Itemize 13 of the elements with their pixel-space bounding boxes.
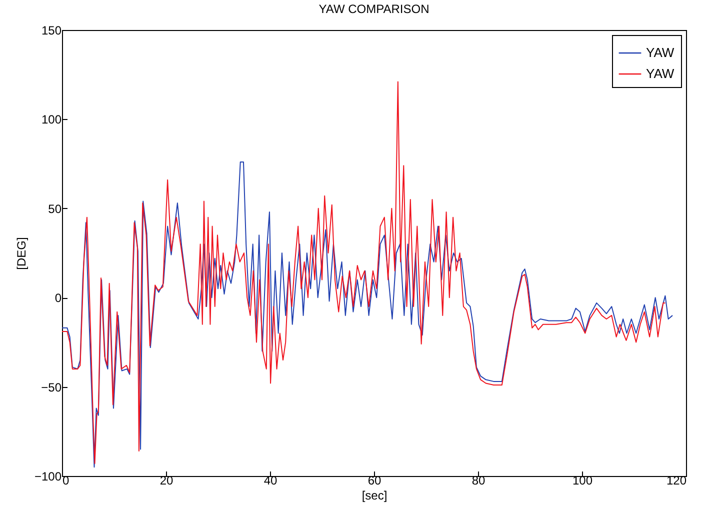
- y-tick-label: 0: [54, 291, 62, 306]
- legend-label: YAW: [646, 45, 675, 60]
- line-series: [62, 81, 666, 464]
- y-tick-label: 50: [48, 202, 62, 216]
- y-tick-label: −50: [41, 380, 62, 394]
- chart-title: YAW COMPARISON: [318, 2, 430, 16]
- x-axis-title: [sec]: [362, 488, 388, 502]
- y-tick-label: 100: [41, 112, 62, 127]
- line-series: [62, 162, 673, 468]
- y-axis-title: [DEG]: [14, 237, 28, 270]
- legend-label: YAW: [646, 66, 675, 81]
- y-tick-label: −100: [34, 470, 62, 484]
- y-tick-label: 150: [41, 24, 62, 38]
